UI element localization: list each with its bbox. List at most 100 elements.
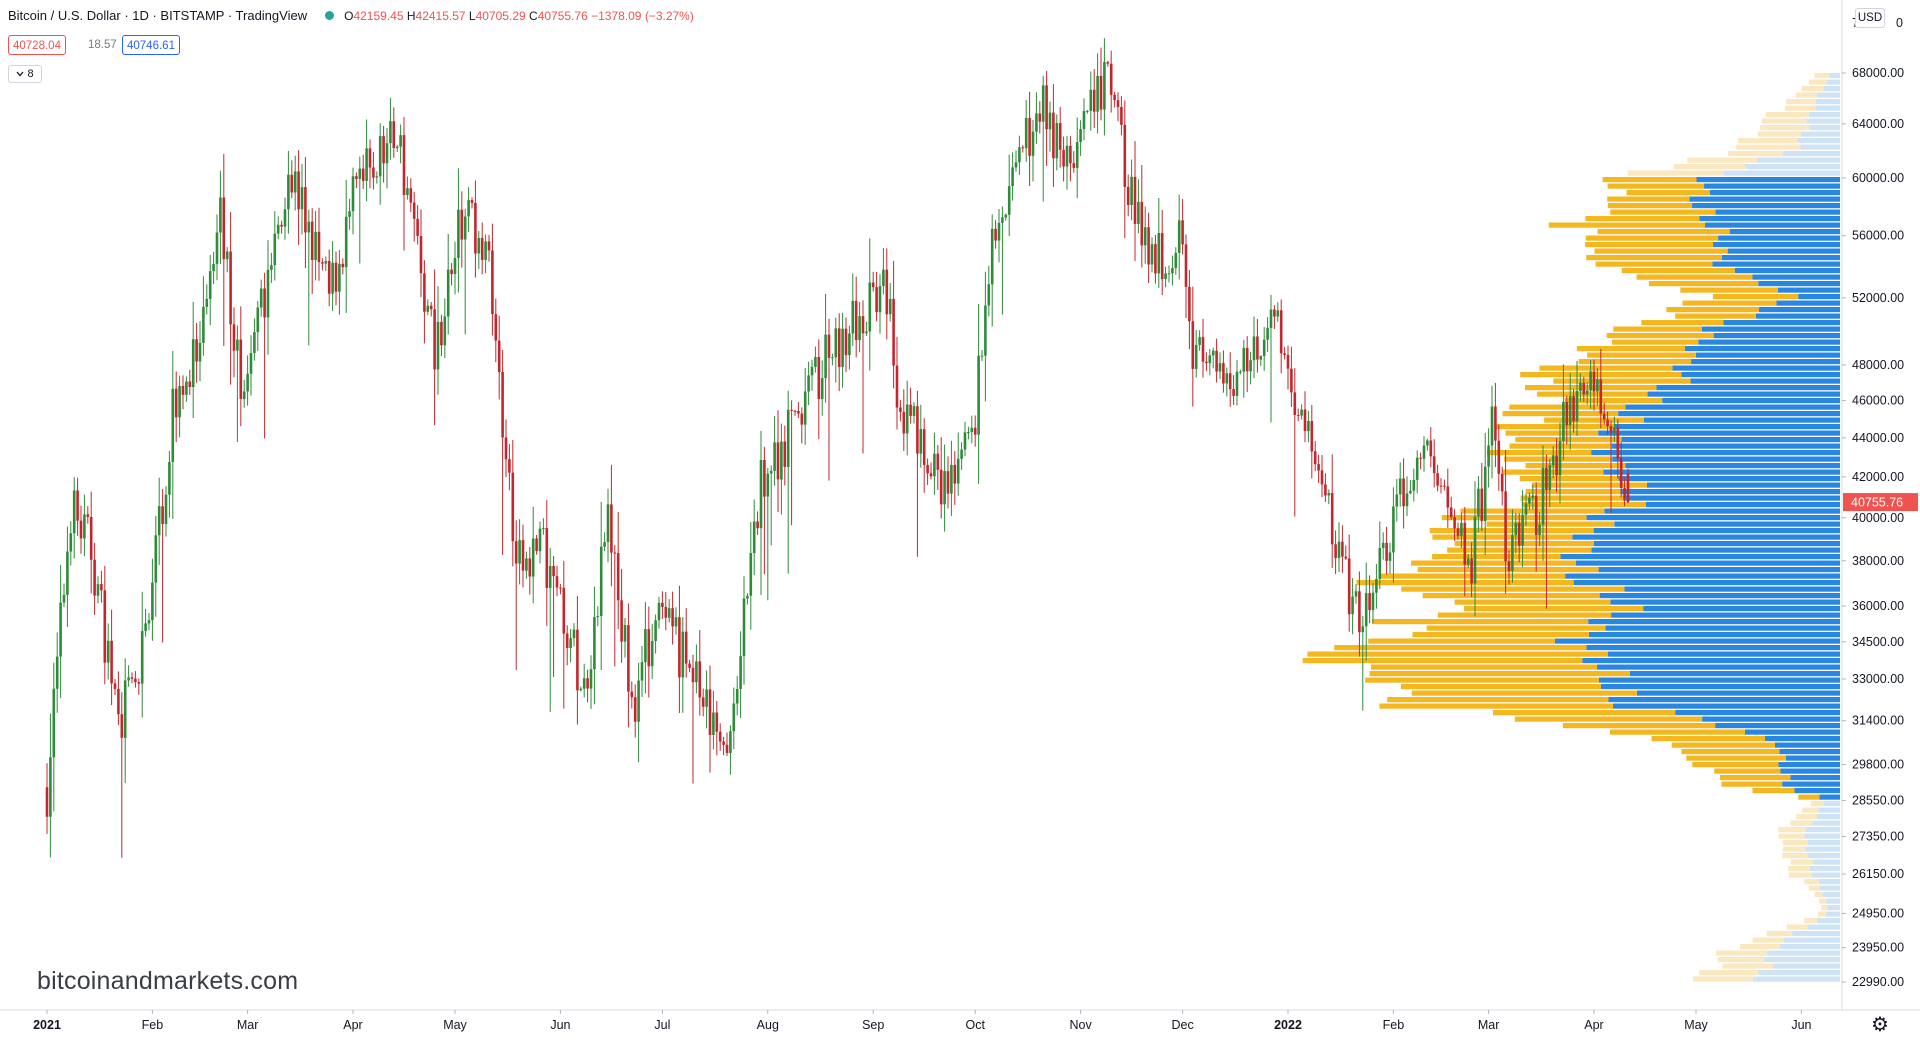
volume-profile-down-bar	[1798, 294, 1840, 300]
candle-body	[1014, 162, 1018, 168]
volume-profile-down-bar	[1758, 970, 1840, 976]
volume-profile-up-bar	[1760, 125, 1810, 131]
candle-body	[1058, 123, 1062, 150]
volume-profile-up-bar	[1814, 73, 1830, 79]
buy-price-button[interactable]: 40746.61	[122, 35, 180, 55]
indicators-toggle-button[interactable]: 8	[8, 65, 42, 83]
sell-price-button[interactable]: 40728.04	[8, 35, 66, 55]
candle-body	[960, 449, 963, 459]
volume-profile-up-bar	[1426, 625, 1606, 631]
volume-profile-up-bar	[1539, 365, 1673, 371]
candle-body	[1371, 592, 1375, 611]
candle-body	[1140, 201, 1144, 246]
candle-body	[1575, 390, 1579, 422]
candle-body	[698, 661, 702, 698]
volume-profile-down-bar	[1605, 625, 1840, 631]
low-label: L	[468, 8, 476, 23]
volume-profile-up-bar	[1651, 736, 1765, 742]
volume-profile-down-bar	[1764, 736, 1840, 742]
volume-profile-down-bar	[1790, 775, 1840, 781]
candle-body	[76, 490, 79, 521]
volume-profile-up-bar	[1766, 931, 1793, 937]
symbol-title[interactable]: Bitcoin / U.S. Dollar · 1D · BITSTAMP · …	[8, 8, 308, 23]
candle-body	[834, 328, 838, 358]
candle-body	[62, 594, 66, 603]
candle-body	[790, 409, 793, 411]
candle-body	[1351, 596, 1354, 615]
volume-profile-up-bar	[1548, 222, 1706, 228]
candle-body	[640, 662, 644, 681]
volume-profile-up-bar	[1595, 261, 1713, 267]
volume-profile-up-bar	[1687, 157, 1757, 163]
volume-profile-up-bar	[1515, 437, 1622, 443]
candle-body	[1463, 522, 1467, 565]
volume-profile-down-bar	[1815, 105, 1840, 111]
candle-body	[678, 617, 681, 678]
volume-profile-down-bar	[1582, 658, 1840, 664]
candle-body	[491, 250, 494, 315]
volume-profile-down-bar	[1777, 287, 1840, 293]
candle-body	[953, 464, 957, 484]
candle-body	[878, 286, 882, 313]
candle-body	[1239, 371, 1242, 373]
candle-body	[497, 340, 501, 372]
price-tick-label: 52000.00	[1852, 291, 1904, 305]
volume-profile-down-bar	[1656, 385, 1840, 391]
volume-profile-down-bar	[1699, 216, 1840, 222]
candle-body	[1279, 310, 1283, 354]
volume-profile-down-bar	[1811, 872, 1840, 878]
candle-body	[1171, 268, 1174, 274]
candle-body	[1558, 441, 1562, 476]
volume-profile-down-bar	[1758, 281, 1840, 287]
candle-body	[1116, 100, 1120, 107]
price-tick-label: 0	[1896, 16, 1903, 30]
candle-body	[236, 339, 239, 351]
candle-body	[106, 640, 110, 663]
candle-body	[219, 197, 222, 233]
volume-profile-up-bar	[1609, 729, 1745, 735]
volume-profile-down-bar	[1702, 716, 1840, 722]
candle-body	[477, 238, 481, 254]
volume-profile-up-bar	[1761, 118, 1807, 124]
candle-body	[1283, 353, 1286, 355]
volume-profile-up-bar	[1492, 710, 1676, 716]
volume-profile-down-bar	[1612, 456, 1840, 462]
volume-profile-down-bar	[1806, 118, 1840, 124]
volume-profile-up-bar	[1369, 671, 1630, 677]
candle-body	[1130, 176, 1133, 205]
candle-body	[967, 432, 970, 434]
candle-body	[385, 143, 389, 164]
candle-body	[256, 307, 260, 333]
candle-body	[96, 584, 100, 596]
volume-profile-up-bar	[1544, 417, 1645, 423]
candle-body	[1497, 440, 1501, 474]
candle-body	[916, 406, 919, 454]
volume-profile-down-bar	[1713, 333, 1840, 339]
volume-profile-up-bar	[1607, 203, 1693, 209]
volume-profile-down-bar	[1646, 482, 1840, 488]
volume-profile-down-bar	[1823, 801, 1840, 807]
candle-body	[1181, 220, 1184, 245]
change-value: −1378.09 (−3.27%)	[591, 8, 694, 23]
volume-profile-up-bar	[1521, 502, 1646, 508]
volume-profile-down-bar	[1776, 300, 1840, 306]
candle-body	[1079, 129, 1082, 143]
candle-body	[633, 697, 637, 722]
volume-profile-down-bar	[1672, 365, 1840, 371]
candle-body	[1004, 214, 1008, 218]
candle-body	[1402, 478, 1405, 507]
candle-body	[1585, 390, 1589, 395]
volume-profile-up-bar	[1738, 138, 1798, 144]
candle-body	[117, 688, 120, 715]
gear-icon[interactable]: ⚙	[1871, 1013, 1889, 1036]
volume-profile-up-bar	[1675, 313, 1756, 319]
candle-body	[919, 429, 923, 454]
candle-body	[1222, 363, 1225, 384]
volume-profile-down-bar	[1723, 170, 1840, 176]
volume-profile-up-bar	[1788, 866, 1810, 872]
candle-body	[287, 174, 290, 210]
candle-body	[712, 712, 715, 735]
open-value: 42159.45	[353, 8, 404, 23]
currency-button[interactable]: USD	[1855, 8, 1885, 28]
